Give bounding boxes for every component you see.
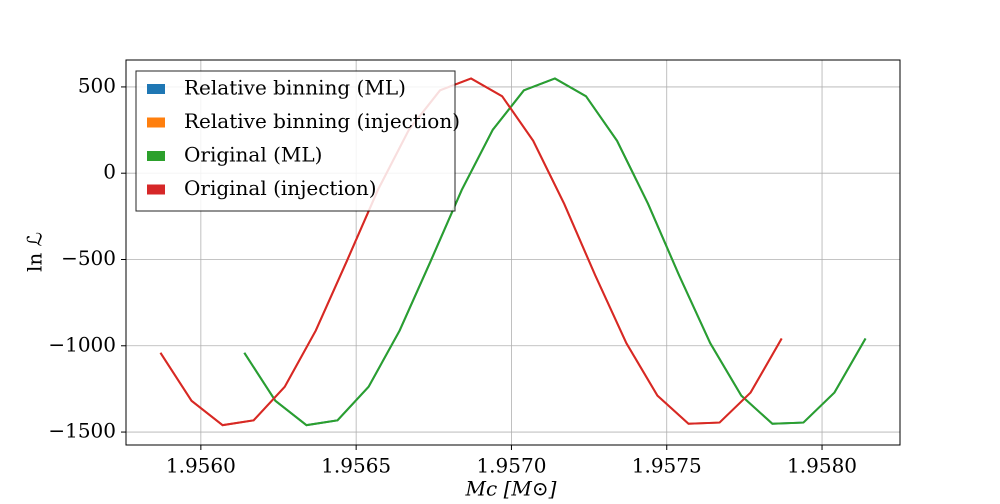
- series-line: [243, 77, 867, 427]
- plot-frame: [125, 59, 901, 446]
- ticks: 1.9560 1.9565 1.9570 1.9575 1.9580 500 0 −500 −1…: [48, 73, 857, 477]
- x-tick-label: 1.9565: [321, 454, 391, 478]
- series-line: [159, 77, 783, 427]
- legend-label: Relative binning (injection): [184, 109, 460, 133]
- legend-label: Original (ML): [184, 143, 322, 167]
- y-tick-label: 500: [78, 73, 116, 97]
- y-tick-label: −1500: [48, 419, 116, 443]
- x-tick-label: 1.9560: [166, 454, 236, 478]
- legend-label: Original (injection): [184, 176, 377, 200]
- legend: Relative binning (ML) Relative binning (i…: [135, 70, 460, 212]
- legend-swatch: [147, 151, 165, 161]
- legend-swatch: [147, 117, 165, 128]
- y-tick-label: −1000: [48, 332, 116, 356]
- y-tick-label: −500: [61, 246, 116, 270]
- y-tick-label: 0: [103, 160, 116, 184]
- x-tick-label: 1.9570: [476, 454, 546, 478]
- x-axis-label: Mc [M⊙]: [465, 477, 557, 501]
- legend-box: [135, 70, 456, 212]
- legend-swatch: [147, 184, 165, 195]
- legend-swatch: [147, 84, 165, 94]
- y-axis-label: ln ℒ: [23, 232, 47, 272]
- legend-label: Relative binning (ML): [184, 76, 406, 100]
- x-tick-label: 1.9580: [787, 454, 857, 478]
- grid: [126, 60, 900, 445]
- lines: [159, 77, 867, 427]
- x-tick-label: 1.9575: [632, 454, 702, 478]
